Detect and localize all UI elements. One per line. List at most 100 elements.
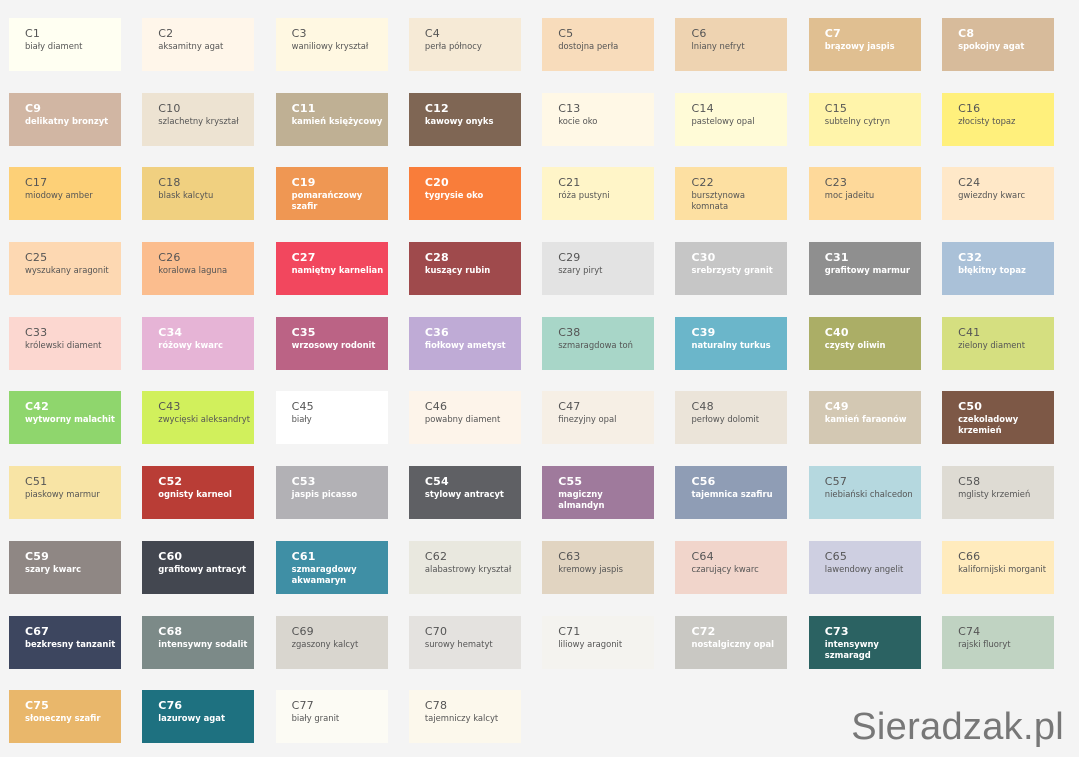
- color-swatch-c10[interactable]: C10 szlachetny kryształ: [142, 92, 255, 146]
- swatch-code: C45: [291, 400, 314, 414]
- color-swatch-c54[interactable]: C54 stylowy antracyt: [408, 466, 521, 520]
- color-swatch-c19[interactable]: C19 pomarańczowy szafir: [275, 167, 388, 221]
- color-swatch-c8[interactable]: C8 spokojny agat: [942, 18, 1055, 71]
- color-swatch-c28[interactable]: C28 kuszący rubin: [408, 242, 521, 296]
- color-swatch-c29[interactable]: C29 szary piryt: [542, 242, 655, 296]
- swatch-name: biały granit: [291, 713, 340, 724]
- color-swatch-c75[interactable]: C75 słoneczny szafir: [9, 690, 121, 744]
- swatch-code: C47: [558, 400, 581, 414]
- swatch-name: szary piryt: [558, 265, 603, 276]
- color-swatch-c49[interactable]: C49 kamień faraonów: [808, 391, 921, 445]
- color-swatch-c21[interactable]: C21 róża pustyni: [542, 167, 655, 221]
- color-swatch-c2[interactable]: C2 aksamitny agat: [142, 18, 255, 71]
- color-swatch-c41[interactable]: C41 zielony diament: [942, 316, 1055, 370]
- swatch-code: C57: [824, 475, 848, 489]
- color-swatch-c64[interactable]: C64 czarujący kwarc: [675, 540, 788, 594]
- swatch-code: C35: [291, 325, 316, 339]
- color-swatch-c35[interactable]: C35 wrzosowy rodonit: [275, 316, 388, 370]
- color-swatch-c1[interactable]: C1 biały diament: [9, 18, 121, 71]
- swatch-name: zielony diament: [958, 339, 1026, 350]
- swatch-name: tajemniczy kalcyt: [424, 713, 499, 724]
- color-swatch-c50[interactable]: C50 czekoladowy krzemień: [942, 391, 1055, 445]
- color-swatch-c61[interactable]: C61 szmaragdowy akwamaryn: [275, 540, 388, 594]
- swatch-name: zwycięski aleksandryt: [158, 414, 251, 425]
- color-swatch-c30[interactable]: C30 srebrzysty granit: [675, 242, 788, 296]
- color-swatch-c55[interactable]: C55 magiczny almandyn: [542, 466, 655, 520]
- color-swatch-c20[interactable]: C20 tygrysie oko: [408, 167, 521, 221]
- color-swatch-c16[interactable]: C16 złocisty topaz: [942, 92, 1055, 146]
- swatch-name: królewski diament: [25, 339, 102, 350]
- color-swatch-c17[interactable]: C17 miodowy amber: [9, 167, 121, 221]
- swatch-code: C62: [424, 549, 448, 563]
- color-swatch-c47[interactable]: C47 finezyjny opal: [542, 391, 655, 445]
- color-swatch-c18[interactable]: C18 blask kalcytu: [142, 167, 255, 221]
- swatch-code: C59: [25, 549, 49, 563]
- color-swatch-c15[interactable]: C15 subtelny cytryn: [808, 92, 921, 146]
- color-swatch-c22[interactable]: C22 bursztynowa komnata: [675, 167, 788, 221]
- swatch-name: róża pustyni: [558, 190, 610, 201]
- color-swatch-c77[interactable]: C77 biały granit: [275, 690, 388, 744]
- color-swatch-c34[interactable]: C34 różowy kwarc: [142, 316, 255, 370]
- color-swatch-c56[interactable]: C56 tajemnica szafiru: [675, 466, 788, 520]
- swatch-code: C28: [424, 251, 449, 265]
- color-swatch-c63[interactable]: C63 kremowy jaspis: [542, 540, 655, 594]
- swatch-name: gwiezdny kwarc: [958, 190, 1026, 201]
- color-swatch-c42[interactable]: C42 wytworny malachit: [9, 391, 121, 445]
- color-swatch-c78[interactable]: C78 tajemniczy kalcyt: [408, 690, 521, 744]
- color-swatch-c11[interactable]: C11 kamień księżycowy: [275, 92, 388, 146]
- color-swatch-c67[interactable]: C67 bezkresny tanzanit: [9, 615, 121, 669]
- color-swatch-c52[interactable]: C52 ognisty karneol: [142, 466, 255, 520]
- swatch-code: C20: [424, 176, 449, 190]
- color-swatch-c9[interactable]: C9 delikatny bronzyt: [9, 92, 121, 146]
- color-swatch-c46[interactable]: C46 powabny diament: [408, 391, 521, 445]
- color-swatch-c73[interactable]: C73 intensywny szmaragd: [808, 615, 921, 669]
- color-swatch-c25[interactable]: C25 wyszukany aragonit: [9, 242, 121, 296]
- swatch-code: C68: [158, 624, 183, 638]
- swatch-code: C52: [158, 475, 183, 489]
- color-swatch-c31[interactable]: C31 grafitowy marmur: [808, 242, 921, 296]
- swatch-name: wrzosowy rodonit: [291, 339, 376, 350]
- color-swatch-c65[interactable]: C65 lawendowy angelit: [808, 540, 921, 594]
- swatch-name: różowy kwarc: [158, 339, 223, 350]
- color-swatch-c12[interactable]: C12 kawowy onyks: [408, 92, 521, 146]
- swatch-name: czekoladowy krzemień: [958, 414, 1019, 436]
- color-swatch-c58[interactable]: C58 mglisty krzemień: [942, 466, 1055, 520]
- color-swatch-c45[interactable]: C45 biały: [275, 391, 388, 445]
- color-swatch-c38[interactable]: C38 szmaragdowa toń: [542, 316, 655, 370]
- color-swatch-c32[interactable]: C32 błękitny topaz: [942, 242, 1055, 296]
- color-swatch-c40[interactable]: C40 czysty oliwin: [808, 316, 921, 370]
- color-swatch-c36[interactable]: C36 fiołkowy ametyst: [408, 316, 521, 370]
- swatch-code: C54: [424, 475, 449, 489]
- color-swatch-c51[interactable]: C51 piaskowy marmur: [9, 466, 121, 520]
- color-swatch-c69[interactable]: C69 zgaszony kalcyt: [275, 615, 388, 669]
- swatch-code: C10: [158, 101, 181, 115]
- color-swatch-c39[interactable]: C39 naturalny turkus: [675, 316, 788, 370]
- color-swatch-c4[interactable]: C4 perła północy: [408, 18, 521, 71]
- color-swatch-c53[interactable]: C53 jaspis picasso: [275, 466, 388, 520]
- color-swatch-c62[interactable]: C62 alabastrowy kryształ: [408, 540, 521, 594]
- color-swatch-c7[interactable]: C7 brązowy jaspis: [808, 18, 921, 71]
- color-swatch-c48[interactable]: C48 perłowy dolomit: [675, 391, 788, 445]
- color-swatch-c23[interactable]: C23 moc jadeitu: [808, 167, 921, 221]
- color-swatch-c57[interactable]: C57 niebiański chalcedon: [808, 466, 921, 520]
- color-swatch-c60[interactable]: C60 grafitowy antracyt: [142, 540, 255, 594]
- color-swatch-c13[interactable]: C13 kocie oko: [542, 92, 655, 146]
- color-swatch-c5[interactable]: C5 dostojna perła: [542, 18, 655, 71]
- color-swatch-c76[interactable]: C76 lazurowy agat: [142, 690, 255, 744]
- swatch-code: C38: [558, 325, 581, 339]
- color-swatch-c33[interactable]: C33 królewski diament: [9, 316, 121, 370]
- color-swatch-c6[interactable]: C6 lniany nefryt: [675, 18, 788, 71]
- color-swatch-c74[interactable]: C74 rajski fluoryt: [942, 615, 1055, 669]
- color-swatch-c59[interactable]: C59 szary kwarc: [9, 540, 121, 594]
- color-swatch-c70[interactable]: C70 surowy hematyt: [408, 615, 521, 669]
- color-swatch-c71[interactable]: C71 liliowy aragonit: [542, 615, 655, 669]
- color-swatch-c24[interactable]: C24 gwiezdny kwarc: [942, 167, 1055, 221]
- color-swatch-c14[interactable]: C14 pastelowy opal: [675, 92, 788, 146]
- color-swatch-c72[interactable]: C72 nostalgiczny opal: [675, 615, 788, 669]
- color-swatch-c3[interactable]: C3 waniliowy kryształ: [275, 18, 388, 71]
- color-swatch-c26[interactable]: C26 koralowa laguna: [142, 242, 255, 296]
- color-swatch-c68[interactable]: C68 intensywny sodalit: [142, 615, 255, 669]
- color-swatch-c27[interactable]: C27 namiętny karnelian: [275, 242, 388, 296]
- color-swatch-c66[interactable]: C66 kalifornijski morganit: [942, 540, 1055, 594]
- color-swatch-c43[interactable]: C43 zwycięski aleksandryt: [142, 391, 255, 445]
